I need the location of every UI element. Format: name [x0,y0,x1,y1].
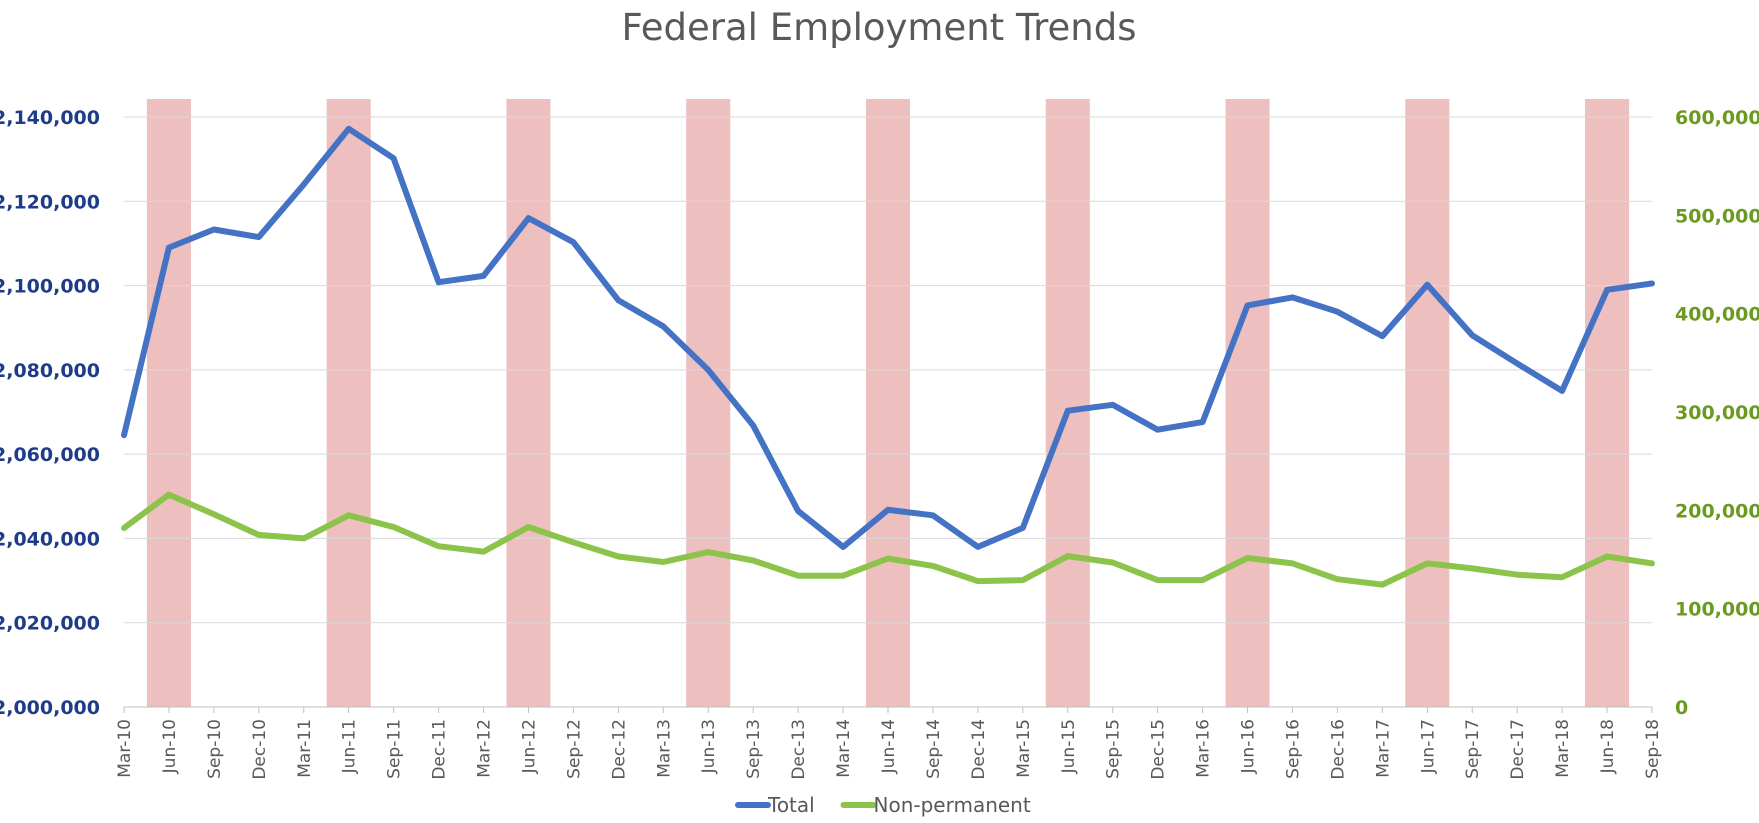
shade-band-jun-15 [1045,99,1090,707]
legend-label-total: Total [767,793,815,817]
x-tick-label: Sep-11 [385,719,405,779]
x-tick-label: Jun-12 [519,719,539,774]
x-tick-label: Mar-18 [1553,719,1573,778]
x-tick-label: Dec-11 [430,719,450,780]
x-tick-label: Jun-11 [340,719,360,774]
x-axis-ticks: Mar-10 Jun-10 Sep-10 Dec-10 Mar-11 Jun-11 Sep-… [115,707,1663,780]
x-tick-label: Mar-17 [1373,719,1393,778]
shade-band-jun-18 [1585,99,1630,707]
y-axis-right-ticks: 0 100,000 200,000 300,000 400,000 500,000 600,… [1675,107,1759,719]
legend: Total Non-permanent [735,793,1031,817]
x-tick-label: Dec-15 [1149,719,1169,780]
x-tick-label: Mar-14 [834,719,854,778]
y-right-tick-label: 500,000 [1675,205,1759,227]
x-tick-label: Dec-10 [250,719,270,780]
shade-band-jun-10 [146,99,191,707]
x-tick-label: Sep-18 [1643,719,1663,779]
y-left-tick-label: 2,000,000 [0,697,100,719]
series-line-non-permanent [121,491,1655,588]
y-right-tick-label: 100,000 [1675,599,1759,621]
series-line-total [121,125,1655,550]
y-right-tick-label: 0 [1675,697,1688,719]
x-tick-label: Dec-16 [1328,719,1348,780]
x-tick-label: Dec-12 [609,719,629,780]
x-tick-label: Mar-10 [115,719,135,778]
y-left-tick-label: 2,060,000 [0,444,100,466]
x-tick-label: Mar-11 [295,719,315,778]
x-tick-label: Mar-16 [1194,719,1214,778]
x-tick-label: Sep-15 [1104,719,1124,779]
shade-band-jun-12 [506,99,551,707]
series-layer [121,125,1655,588]
y-left-tick-label: 2,080,000 [0,360,100,382]
y-left-tick-label: 2,100,000 [0,276,100,298]
x-tick-label: Dec-17 [1508,719,1528,780]
shading-layer [146,99,1630,707]
legend-label-non-permanent: Non-permanent [874,793,1031,817]
shade-band-jun-13 [686,99,731,707]
x-tick-label: Jun-13 [699,719,719,774]
y-left-tick-label: 2,020,000 [0,613,100,635]
x-tick-label: Jun-18 [1598,719,1618,774]
x-tick-label: Jun-14 [879,719,899,774]
x-tick-label: Jun-17 [1418,719,1438,774]
x-tick-label: Dec-13 [789,719,809,780]
x-tick-label: Sep-16 [1283,719,1303,779]
shade-band-jun-11 [326,99,371,707]
x-tick-label: Jun-15 [1059,719,1079,774]
x-tick-label: Mar-15 [1014,719,1034,778]
y-right-tick-label: 400,000 [1675,304,1759,326]
y-right-tick-label: 300,000 [1675,402,1759,424]
shade-band-jun-17 [1405,99,1450,707]
x-tick-label: Mar-13 [654,719,674,778]
shade-band-jun-16 [1225,99,1270,707]
x-tick-label: Sep-14 [924,719,944,779]
x-tick-label: Jun-16 [1239,719,1259,774]
x-tick-label: Dec-14 [969,719,989,780]
shade-band-jun-14 [865,99,911,707]
x-tick-label: Sep-12 [564,719,584,779]
x-tick-label: Sep-13 [744,719,764,779]
y-left-tick-label: 2,140,000 [0,107,100,129]
x-tick-label: Mar-12 [475,719,495,778]
y-right-tick-label: 600,000 [1675,107,1759,129]
grid-layer [124,116,1652,708]
chart-title: Federal Employment Trends [622,6,1137,49]
y-left-tick-label: 2,040,000 [0,528,100,550]
y-right-tick-label: 200,000 [1675,500,1759,522]
x-tick-label: Sep-10 [205,719,225,779]
x-tick-label: Sep-17 [1463,719,1483,779]
y-axis-left-ticks: 2,000,000 2,020,000 2,040,000 2,060,000 2,08… [0,107,100,719]
x-tick-label: Jun-10 [160,719,180,774]
y-left-tick-label: 2,120,000 [0,191,100,213]
